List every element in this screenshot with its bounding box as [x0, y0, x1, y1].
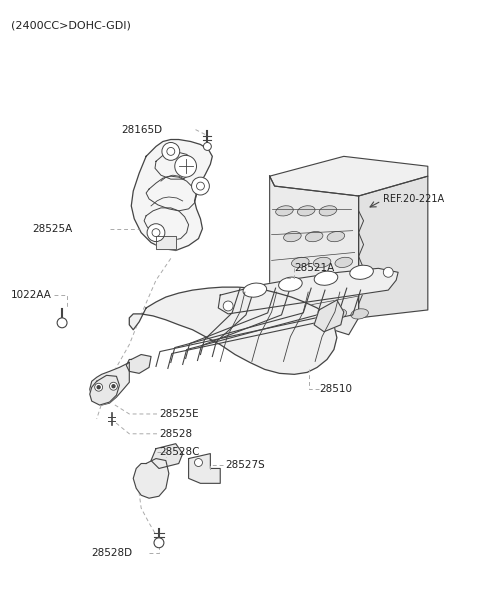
Circle shape [154, 538, 164, 548]
Text: 28527S: 28527S [225, 461, 265, 470]
Text: 28510: 28510 [319, 384, 352, 394]
Polygon shape [314, 300, 344, 331]
Text: 1022AA: 1022AA [11, 290, 51, 300]
Circle shape [384, 267, 393, 277]
Ellipse shape [314, 271, 338, 285]
Text: REF.20-221A: REF.20-221A [384, 194, 444, 204]
Ellipse shape [335, 258, 353, 267]
Polygon shape [133, 459, 169, 498]
Text: 28528D: 28528D [92, 548, 133, 558]
Text: 28521A: 28521A [294, 264, 335, 273]
Circle shape [95, 383, 103, 391]
Circle shape [57, 318, 67, 328]
Circle shape [167, 147, 175, 155]
Polygon shape [151, 444, 183, 468]
Ellipse shape [300, 283, 317, 293]
Ellipse shape [307, 309, 325, 319]
Circle shape [175, 155, 196, 177]
Circle shape [204, 142, 211, 150]
Text: 28528: 28528 [159, 429, 192, 439]
Circle shape [196, 182, 204, 190]
Circle shape [97, 386, 100, 388]
Ellipse shape [278, 277, 302, 291]
Ellipse shape [305, 231, 323, 242]
Polygon shape [218, 268, 398, 314]
Polygon shape [359, 176, 428, 318]
Circle shape [112, 385, 115, 388]
Ellipse shape [243, 283, 266, 297]
Polygon shape [90, 375, 120, 405]
Polygon shape [131, 139, 212, 250]
Polygon shape [270, 176, 359, 335]
Ellipse shape [291, 258, 309, 267]
Circle shape [223, 301, 233, 311]
Circle shape [147, 224, 165, 242]
Ellipse shape [284, 231, 301, 242]
Polygon shape [126, 355, 151, 373]
Text: (2400CC>DOHC-GDI): (2400CC>DOHC-GDI) [11, 21, 131, 31]
Ellipse shape [343, 283, 360, 293]
Circle shape [152, 228, 160, 236]
Ellipse shape [329, 309, 347, 319]
Ellipse shape [319, 205, 337, 216]
Text: 28525A: 28525A [33, 224, 72, 234]
Ellipse shape [276, 205, 293, 216]
Circle shape [109, 382, 118, 390]
Ellipse shape [298, 205, 315, 216]
Polygon shape [270, 156, 428, 196]
Polygon shape [156, 236, 176, 248]
Polygon shape [129, 287, 337, 375]
Ellipse shape [321, 283, 339, 293]
Ellipse shape [351, 309, 369, 319]
Ellipse shape [313, 258, 331, 267]
Text: 28528C: 28528C [159, 447, 200, 457]
Ellipse shape [327, 231, 345, 242]
Text: 28165D: 28165D [121, 125, 163, 135]
Circle shape [162, 142, 180, 161]
Circle shape [194, 459, 203, 467]
Polygon shape [90, 362, 129, 405]
Ellipse shape [350, 265, 373, 279]
Circle shape [192, 177, 209, 195]
Polygon shape [189, 454, 220, 484]
Text: 28525E: 28525E [159, 409, 199, 419]
